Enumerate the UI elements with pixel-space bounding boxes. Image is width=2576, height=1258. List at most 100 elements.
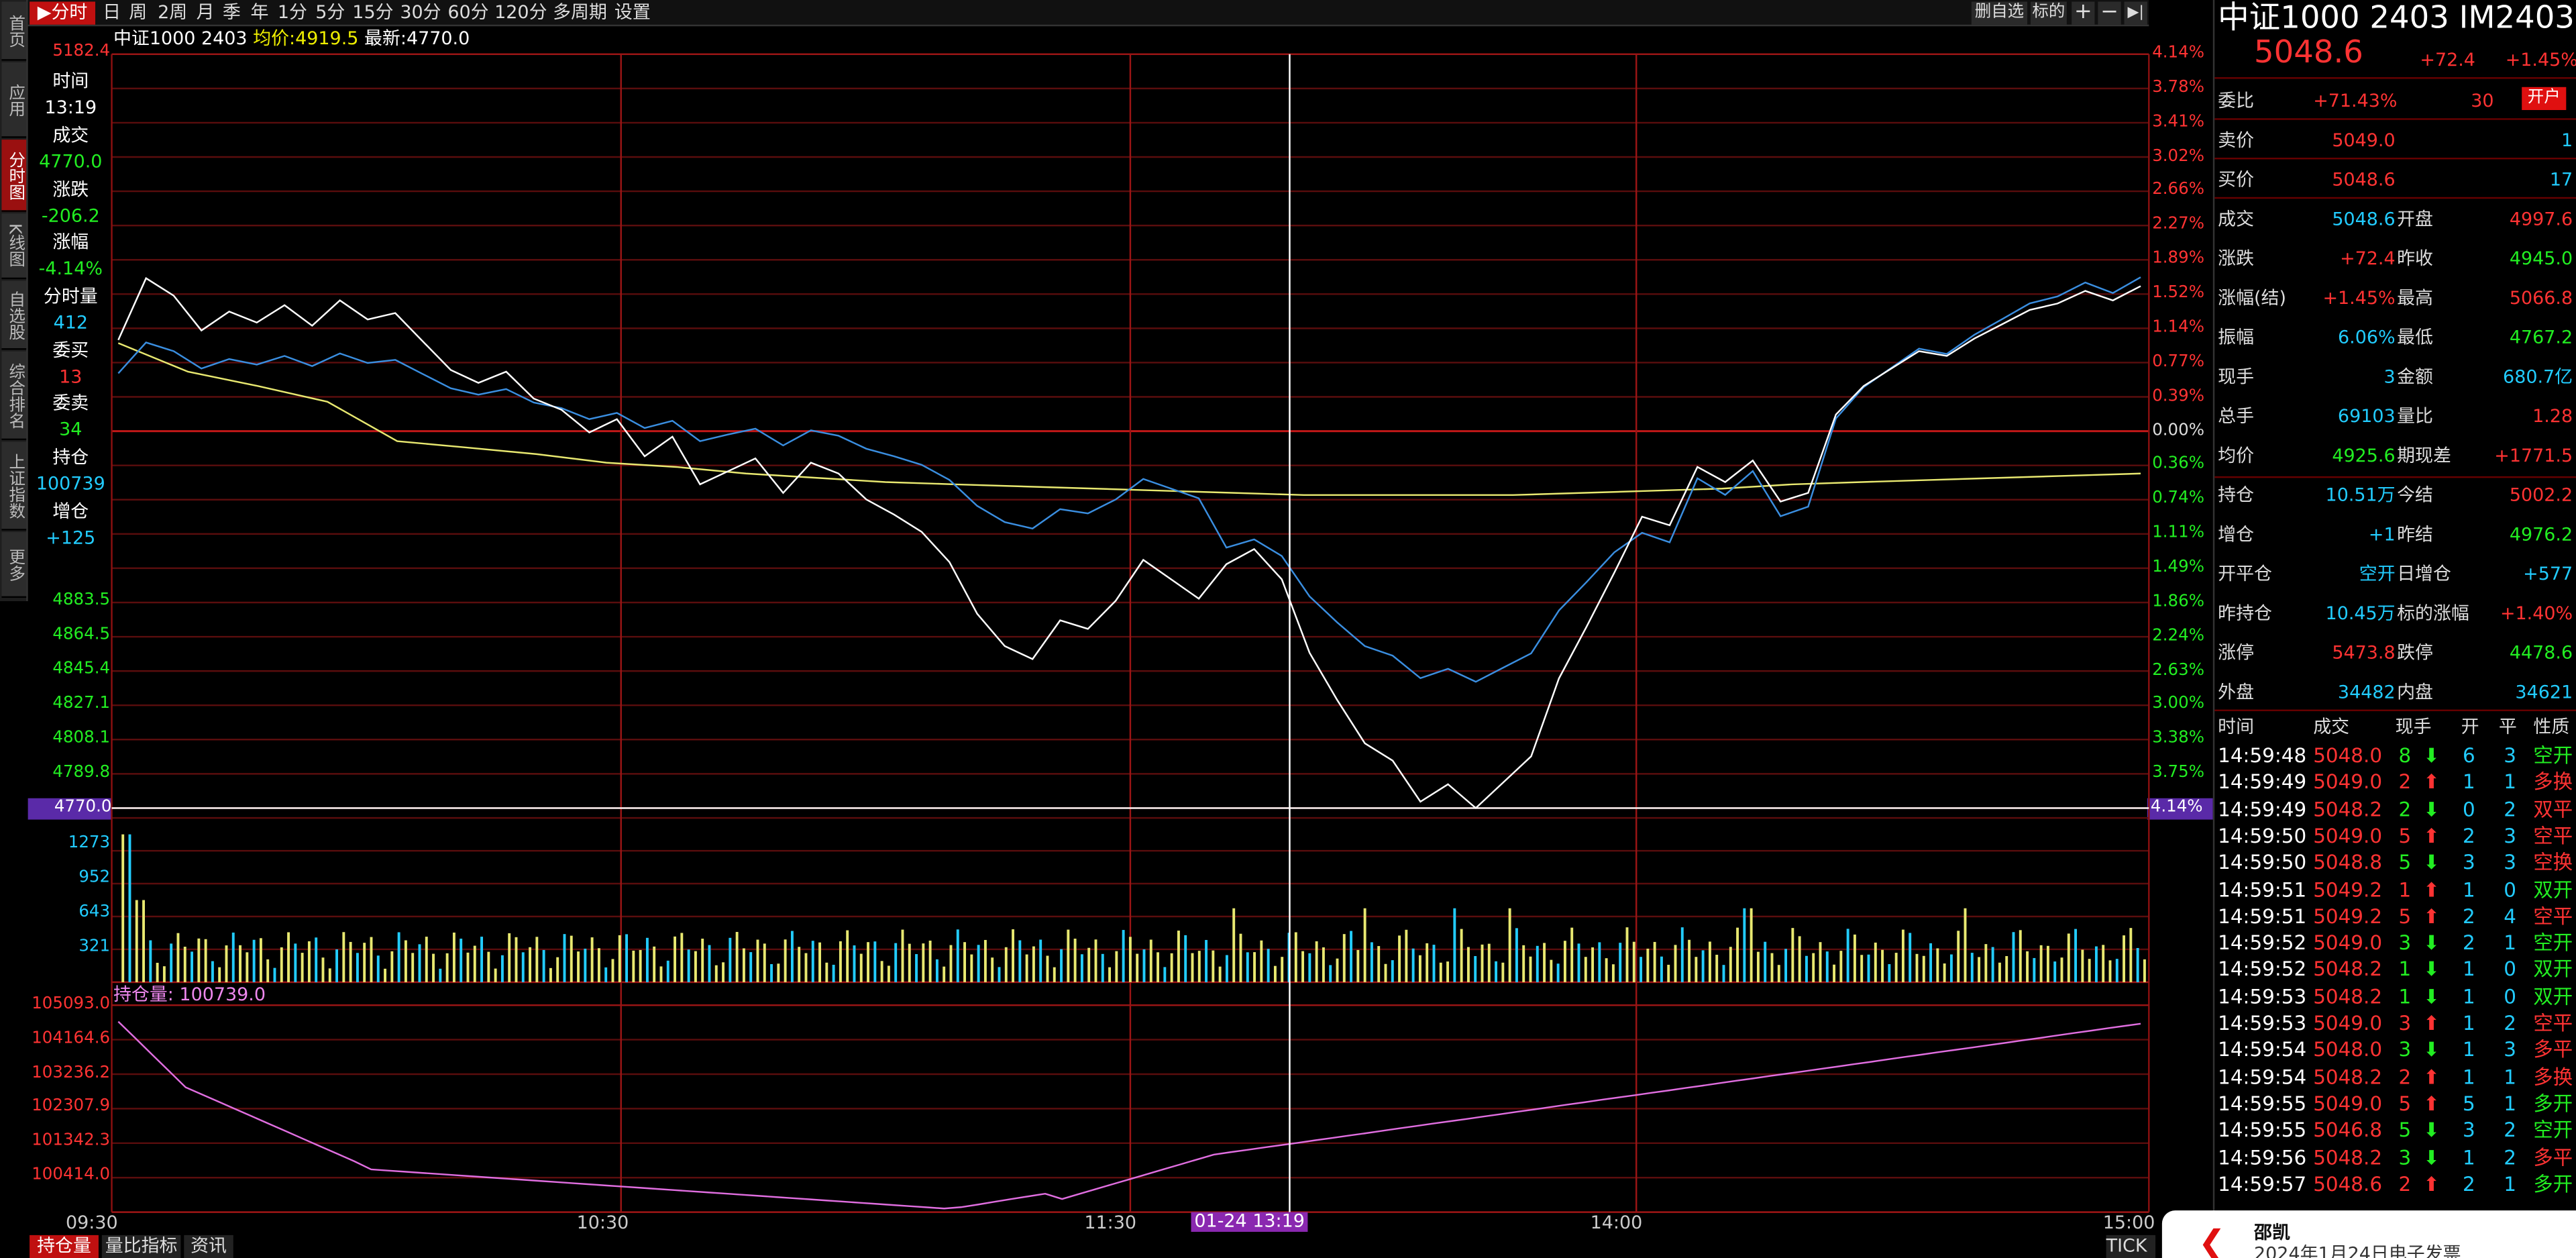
oi-axis-label: 105093.0: [32, 995, 111, 1014]
tick-row[interactable]: 14:59:56 5048.2 3 ⬇ 1 2 多平: [2214, 1145, 2576, 1171]
tick-row[interactable]: 14:59:49 5049.0 2 ⬆ 1 1 多换: [2214, 771, 2576, 797]
tab-30min[interactable]: 30分: [400, 1, 441, 23]
side-tab-timeshare[interactable]: 分时图: [1, 140, 27, 212]
volume-bar: [1632, 941, 1635, 982]
tick-tab[interactable]: TICK走: [2106, 1235, 2156, 1258]
tab-year[interactable]: 年: [250, 1, 269, 23]
volume-bar: [1839, 951, 1843, 982]
side-tab-more[interactable]: 更多: [1, 532, 27, 598]
volume-bar: [1901, 929, 1904, 982]
tab-2week[interactable]: 2周: [158, 1, 188, 23]
tick-row[interactable]: 14:59:50 5049.0 5 ⬆ 2 3 空平: [2214, 825, 2576, 851]
volume-bar: [211, 961, 214, 982]
tick-row[interactable]: 14:59:48 5048.0 8 ⬇ 6 3 空开: [2214, 744, 2576, 770]
remove-watchlist-button[interactable]: 删自选: [1971, 1, 2028, 25]
side-tab-apps[interactable]: 应用: [1, 62, 27, 138]
tick-cell: 2: [2398, 797, 2412, 821]
tab-month[interactable]: 月: [196, 1, 215, 23]
tick-cell: 8: [2398, 743, 2412, 768]
notification-popup[interactable]: ❮ 邵凯 2024年1月24日电子发票: [2161, 1210, 2576, 1258]
stat-value: 34482: [2337, 681, 2396, 703]
volume-bar: [674, 936, 677, 982]
side-tab-ranking[interactable]: 综合排名: [1, 351, 27, 441]
info-ask-label: 委卖: [52, 392, 89, 414]
volume-bar: [1432, 945, 1436, 982]
tab-quarter[interactable]: 季: [222, 1, 241, 23]
volume-bar: [1281, 957, 1284, 982]
tab-15min[interactable]: 15分: [352, 1, 394, 23]
volume-bar: [135, 900, 138, 982]
side-tab-watchlist[interactable]: 自选股: [1, 280, 27, 350]
stat-label: 今结: [2397, 484, 2433, 506]
tick-row[interactable]: 14:59:49 5048.2 2 ⬇ 0 2 双平: [2214, 798, 2576, 824]
volume-bar: [597, 948, 600, 982]
price-axis-label: 4864.5: [52, 625, 111, 644]
divider: [2214, 158, 2576, 160]
tab-news[interactable]: 资讯: [184, 1235, 233, 1258]
open-account-button[interactable]: 开户: [2522, 87, 2567, 111]
volume-bar: [1563, 941, 1566, 982]
tab-volume-ratio[interactable]: 量比指标: [101, 1235, 181, 1258]
volume-bar: [432, 953, 435, 982]
tick-row[interactable]: 14:59:51 5049.2 1 ⬆ 1 0 双开: [2214, 878, 2576, 904]
tab-5min[interactable]: 5分: [315, 1, 345, 23]
volume-bar: [418, 944, 421, 982]
tick-cell: 5048.2: [2313, 1065, 2383, 1089]
tab-settings[interactable]: 设置: [614, 1, 651, 23]
oi-axis-label: 100414.0: [32, 1166, 111, 1185]
volume-bar: [2060, 957, 2063, 982]
side-tab-home[interactable]: 首页: [1, 1, 27, 61]
price-axis-label: 4789.8: [52, 764, 111, 782]
volume-bar: [680, 933, 684, 982]
tick-row[interactable]: 14:59:50 5048.8 5 ⬇ 3 3 空换: [2214, 851, 2576, 878]
volume-bar: [1550, 959, 1553, 982]
stat-value: +577: [2523, 563, 2573, 585]
tab-timeshare[interactable]: ▶分时: [30, 1, 96, 25]
tick-row[interactable]: 14:59:55 5049.0 5 ⬆ 5 1 多开: [2214, 1092, 2576, 1118]
stat-value: +72.4: [2340, 248, 2396, 270]
next-end-icon[interactable]: ▶|: [2124, 1, 2147, 25]
tick-row[interactable]: 14:59:54 5048.2 2 ⬆ 1 1 多换: [2214, 1065, 2576, 1092]
tick-row[interactable]: 14:59:51 5049.2 5 ⬆ 2 4 空平: [2214, 904, 2576, 931]
tab-1min[interactable]: 1分: [277, 1, 307, 23]
tick-row[interactable]: 14:59:55 5046.8 5 ⬇ 3 2 空开: [2214, 1119, 2576, 1145]
side-tab-kline[interactable]: K线图: [1, 213, 27, 280]
tick-row[interactable]: 14:59:52 5048.2 1 ⬇ 1 0 双开: [2214, 958, 2576, 984]
stat-value: 680.7亿: [2503, 366, 2573, 388]
volume-bar: [1605, 958, 1608, 982]
volume-bar: [439, 968, 442, 982]
tick-cell: 14:59:55: [2218, 1092, 2307, 1115]
tick-row[interactable]: 14:59:53 5049.0 3 ⬆ 1 2 空平: [2214, 1012, 2576, 1038]
tab-multi-period[interactable]: 多周期: [553, 1, 607, 23]
tick-cell: 5048.0: [2313, 1038, 2383, 1062]
minus-icon[interactable]: −: [2098, 1, 2121, 25]
tab-60min[interactable]: 60分: [447, 1, 489, 23]
tick-row[interactable]: 14:59:54 5048.0 3 ⬇ 1 3 多平: [2214, 1039, 2576, 1065]
volume-bar: [1426, 943, 1429, 982]
tick-cell: 5: [2463, 1092, 2475, 1115]
stat-label: 成交: [2218, 208, 2255, 230]
tab-week[interactable]: 周: [129, 1, 148, 23]
volume-bar: [963, 942, 967, 982]
tab-120min[interactable]: 120分: [494, 1, 547, 23]
plus-icon[interactable]: +: [2072, 1, 2095, 25]
stat-label: 涨停: [2218, 642, 2255, 664]
volume-bar: [294, 943, 297, 982]
stat-label: 外盘: [2218, 681, 2255, 703]
stat-value: 1.28: [2532, 405, 2573, 427]
tick-row[interactable]: 14:59:52 5049.0 3 ⬇ 2 1 空开: [2214, 931, 2576, 957]
underlying-button[interactable]: 标的: [2030, 1, 2067, 25]
volume-bar: [873, 941, 877, 982]
tick-cell: 3: [2398, 1038, 2412, 1062]
volume-bar: [1170, 953, 1173, 982]
stat-label: 持仓: [2218, 484, 2255, 506]
tab-day[interactable]: 日: [103, 1, 121, 23]
tick-row[interactable]: 14:59:57 5048.6 2 ⬆ 2 1 多开: [2214, 1172, 2576, 1198]
tab-open-interest[interactable]: 持仓量: [30, 1235, 99, 1258]
divider: [2214, 197, 2576, 199]
tick-row[interactable]: 14:59:53 5048.2 1 ⬇ 1 0 双开: [2214, 985, 2576, 1011]
side-tab-sh-index[interactable]: 上证指数: [1, 441, 27, 531]
tick-cell: 0: [2504, 878, 2516, 901]
volume-bar: [570, 935, 573, 982]
